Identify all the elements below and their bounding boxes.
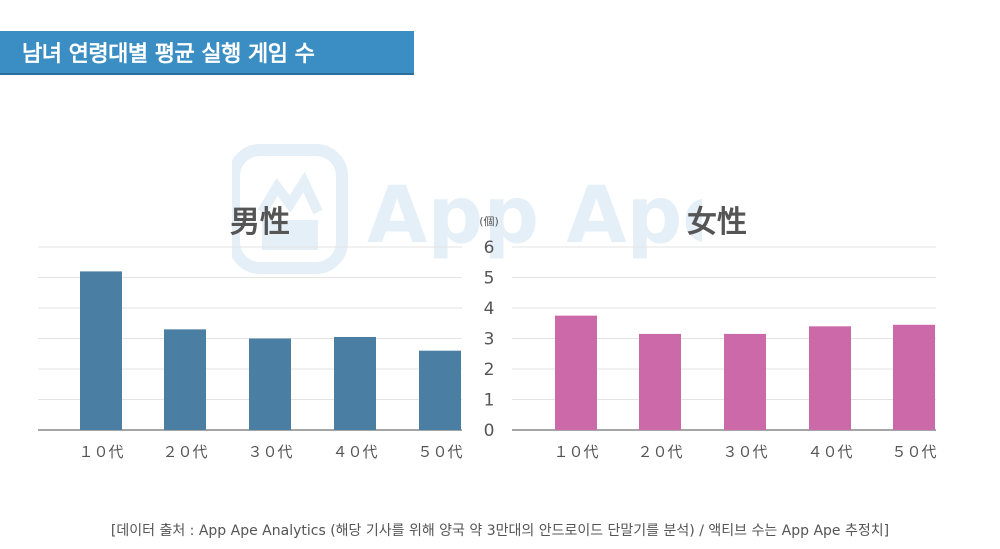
y-tick-label: 3: [484, 330, 495, 350]
female-x-tick-label: ２０代: [637, 443, 682, 461]
y-tick-label: 4: [484, 299, 495, 319]
watermark-text: App Ape: [367, 171, 702, 261]
female-bar: [809, 326, 851, 430]
male-bar: [419, 350, 461, 430]
source-note: [데이터 출처 : App Ape Analytics (해당 기사를 위해 양…: [110, 523, 890, 539]
female-x-tick-label: ４０代: [807, 443, 852, 461]
female-chart-title: 女性: [687, 205, 747, 240]
page-title: 남녀 연령대별 평균 실행 게임 수: [22, 42, 315, 67]
female-bar: [893, 324, 935, 430]
male-bar: [80, 271, 122, 430]
male-x-tick-label: ３０代: [247, 443, 292, 461]
female-bar: [724, 333, 766, 430]
male-x-tick-label: ４０代: [332, 443, 377, 461]
y-tick-label: 1: [484, 391, 495, 411]
female-x-tick-label: ３０代: [722, 443, 767, 461]
y-tick-label: 5: [484, 269, 495, 289]
app-ape-logo-icon: App Ape: [232, 144, 702, 274]
y-tick-label: 2: [484, 360, 495, 380]
male-bar: [334, 336, 376, 430]
female-x-tick-label: ５０代: [891, 443, 936, 461]
female-bar: [639, 333, 681, 430]
male-x-tick-label: １０代: [78, 443, 123, 461]
y-tick-label: 6: [484, 238, 495, 258]
title-banner: 남녀 연령대별 평균 실행 게임 수: [0, 31, 414, 75]
y-axis-unit-label: (個): [479, 215, 499, 228]
male-chart-title: 男性: [230, 205, 290, 240]
male-bar: [249, 338, 291, 430]
female-x-tick-label: １０代: [553, 443, 598, 461]
female-bar: [555, 315, 597, 430]
y-tick-label: 0: [484, 421, 495, 441]
male-x-tick-label: ５０代: [417, 443, 462, 461]
male-bar: [164, 329, 206, 430]
male-x-tick-label: ２０代: [162, 443, 207, 461]
